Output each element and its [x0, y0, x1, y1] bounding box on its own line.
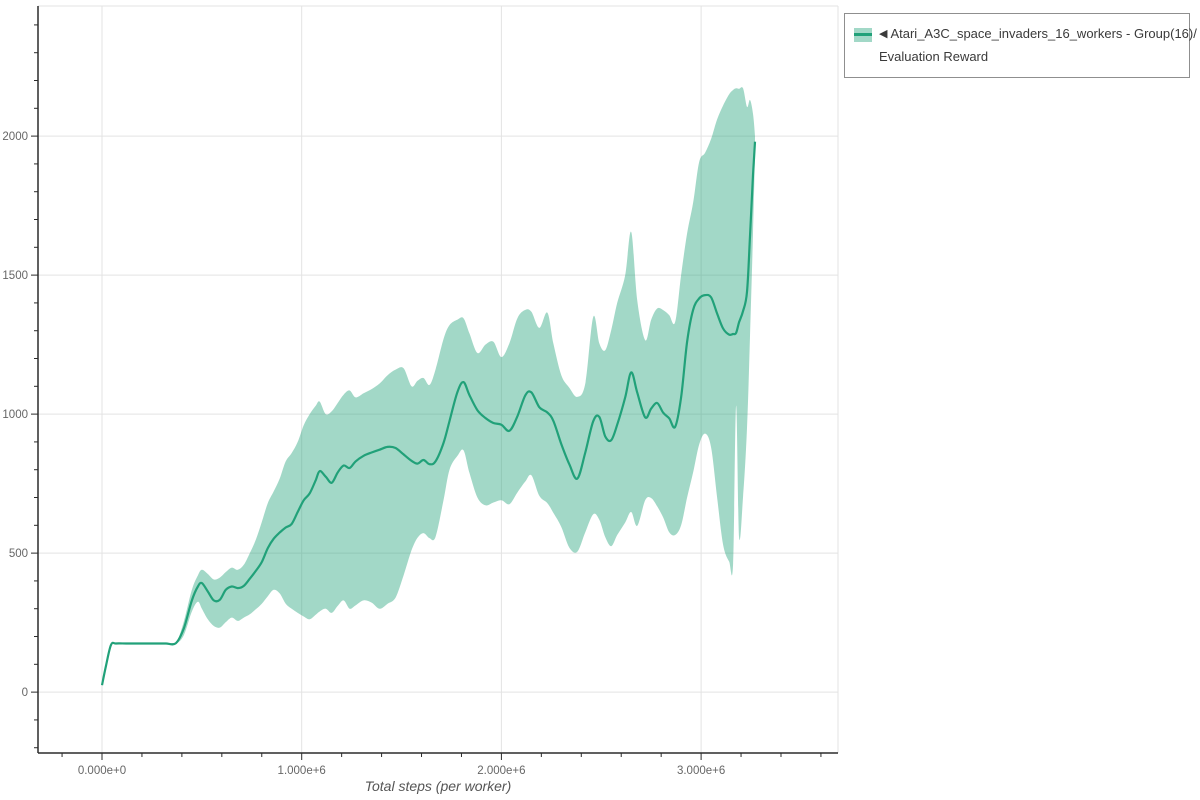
- axes: [37, 6, 838, 754]
- y-tick-label: 0: [22, 687, 28, 699]
- y-tick-label: 1500: [2, 270, 28, 282]
- tick-labels: 0 500 1000 1500 2000 0.000e+0 1.000e+6 2.000e+6…: [2, 131, 725, 777]
- gridlines: [38, 5, 839, 753]
- legend-label-line1: Atari_A3C_space_invaders_16_workers - Gr…: [890, 26, 1197, 41]
- legend-swatch-line: [854, 33, 872, 36]
- x-tick-label: 1.000e+6: [278, 765, 326, 777]
- series-band: [102, 87, 755, 686]
- x-tick-label: 2.000e+6: [477, 765, 525, 777]
- legend-box[interactable]: ◀ Atari_A3C_space_invaders_16_workers - G…: [844, 13, 1197, 78]
- collapse-triangle-icon[interactable]: ◀: [879, 28, 888, 40]
- y-tick-label: 500: [9, 548, 28, 560]
- y-tick-label: 1000: [2, 409, 28, 421]
- x-tick-label: 0.000e+0: [78, 765, 126, 777]
- legend-series-swatch: [854, 28, 872, 42]
- legend-label-line2: Evaluation Reward: [879, 49, 989, 64]
- x-axis-title: Total steps (per worker): [364, 778, 512, 794]
- legend-series-label[interactable]: ◀ Atari_A3C_space_invaders_16_workers - G…: [879, 23, 1197, 68]
- series-line[interactable]: [100, 141, 757, 686]
- x-tick-label: 3.000e+6: [677, 765, 725, 777]
- y-tick-label: 2000: [2, 131, 28, 143]
- axis-ticks: [31, 24, 822, 760]
